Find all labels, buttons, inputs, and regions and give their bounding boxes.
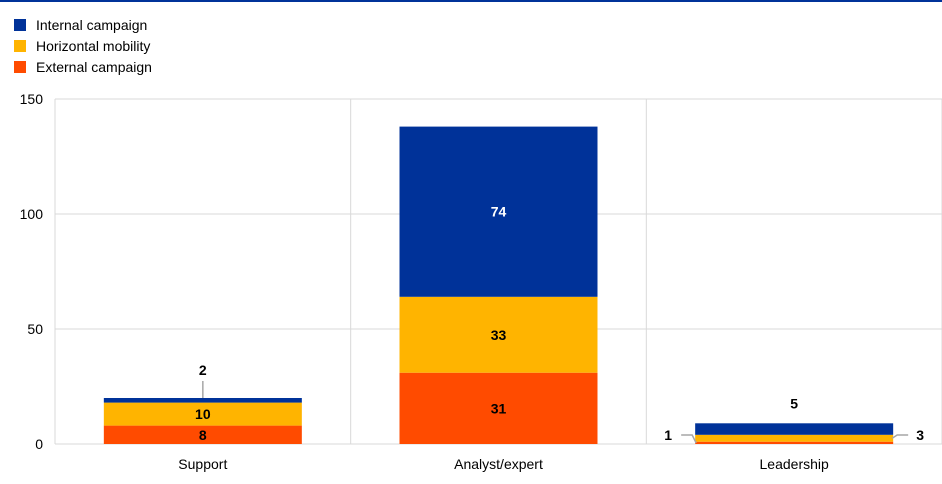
y-tick-label: 50 [27, 321, 43, 337]
legend-label-external: External campaign [36, 58, 152, 75]
leader-line [891, 434, 909, 439]
x-tick-label: Leadership [760, 456, 829, 472]
data-label: 74 [491, 204, 507, 220]
bar-support-horizontal-mobility [103, 402, 302, 426]
bar-leadership-external-campaign [695, 441, 894, 444]
legend-item-external: External campaign [14, 56, 152, 77]
data-label: 33 [491, 327, 507, 343]
bar-analyst-expert-external-campaign [399, 372, 598, 444]
bar-analyst-expert-horizontal-mobility [399, 296, 598, 373]
x-tick-label: Analyst/expert [454, 456, 543, 472]
top-rule [0, 0, 942, 2]
y-tick-label: 100 [20, 206, 44, 222]
data-label: 1 [664, 427, 672, 443]
y-tick-label: 0 [35, 436, 43, 452]
x-tick-label: Support [178, 456, 227, 472]
legend-swatch-internal [14, 18, 26, 31]
legend: Internal campaign Horizontal mobility Ex… [14, 14, 152, 77]
legend-label-horizontal: Horizontal mobility [36, 37, 151, 54]
data-label: 3 [916, 427, 924, 443]
legend-item-internal: Internal campaign [14, 14, 152, 35]
legend-swatch-external [14, 60, 26, 73]
legend-item-horizontal: Horizontal mobility [14, 35, 152, 56]
data-label: 5 [790, 395, 798, 411]
legend-swatch-horizontal [14, 39, 26, 52]
data-label: 2 [199, 362, 207, 378]
y-tick-label: 150 [20, 91, 44, 107]
data-label: 8 [199, 427, 207, 443]
leader-line [681, 434, 697, 444]
bar-support-external-campaign [103, 425, 302, 444]
data-label: 31 [491, 400, 507, 416]
data-label: 10 [195, 406, 211, 422]
legend-label-internal: Internal campaign [36, 16, 148, 33]
bar-analyst-expert-internal-campaign [399, 126, 598, 297]
bar-support-internal-campaign [103, 398, 302, 403]
bar-leadership-internal-campaign [695, 423, 894, 435]
bar-leadership-horizontal-mobility [695, 434, 894, 442]
